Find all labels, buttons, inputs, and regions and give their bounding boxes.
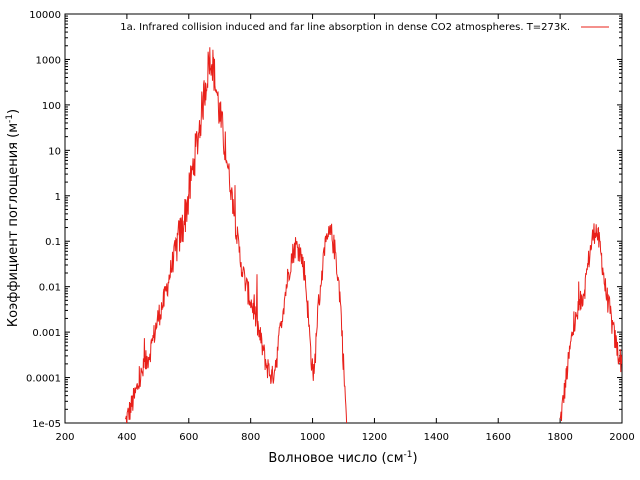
y-axis-label-end: ) bbox=[6, 109, 21, 114]
y-tick-label: 0.0001 bbox=[26, 374, 61, 385]
y-axis-label-sup: -1 bbox=[5, 114, 15, 123]
y-tick-label: 10000 bbox=[29, 10, 61, 21]
x-axis-ticks: 200 400 600 800 1000 1200 1400 1600 1800 2000 bbox=[55, 14, 635, 443]
legend: 1a. Infrared collision induced and far l… bbox=[120, 22, 609, 33]
series-line-1 bbox=[559, 223, 622, 422]
y-tick-label: 1 bbox=[55, 192, 61, 203]
x-axis-label-end: ) bbox=[412, 451, 417, 466]
x-tick-label: 1400 bbox=[424, 432, 449, 443]
y-tick-label: 0.1 bbox=[45, 237, 61, 248]
x-tick-label: 400 bbox=[117, 432, 136, 443]
x-tick-label: 800 bbox=[241, 432, 260, 443]
series-line-0 bbox=[124, 47, 348, 423]
y-axis-label-main: Коэффициент поглощения (м bbox=[6, 123, 21, 327]
y-tick-label: 100 bbox=[42, 101, 61, 112]
y-tick-label: 1e-05 bbox=[32, 419, 61, 430]
x-axis-label-sup: -1 bbox=[404, 450, 413, 460]
plot-frame bbox=[64, 13, 623, 424]
x-tick-label: 1800 bbox=[547, 432, 572, 443]
x-axis-label: Волновое число (см-1) bbox=[268, 450, 417, 466]
x-tick-label: 1600 bbox=[485, 432, 510, 443]
x-axis-label-main: Волновое число (см bbox=[268, 451, 403, 466]
legend-text: 1a. Infrared collision induced and far l… bbox=[120, 22, 570, 33]
y-tick-label: 10 bbox=[48, 146, 61, 157]
y-tick-label: 0.01 bbox=[39, 283, 61, 294]
y-axis-ticks: 1e-05 0.0001 0.001 0.01 0.1 1 10 100 1000 10000 bbox=[26, 10, 622, 430]
x-tick-label: 2000 bbox=[609, 432, 634, 443]
x-tick-label: 200 bbox=[55, 432, 74, 443]
x-tick-label: 1000 bbox=[300, 432, 325, 443]
y-tick-label: 1000 bbox=[36, 55, 61, 66]
series-group bbox=[124, 47, 622, 423]
x-tick-label: 600 bbox=[179, 432, 198, 443]
y-tick-label: 0.001 bbox=[32, 328, 61, 339]
x-tick-label: 1200 bbox=[362, 432, 387, 443]
y-axis-label: Коэффициент поглощения (м-1) bbox=[5, 109, 21, 327]
